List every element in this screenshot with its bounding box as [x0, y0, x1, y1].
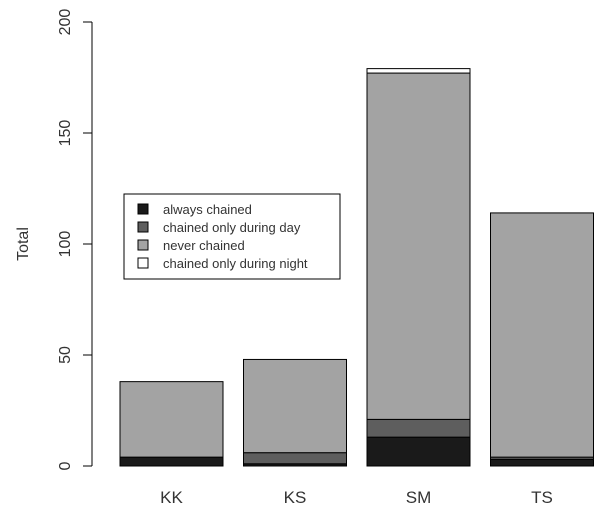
- legend-label: chained only during day: [163, 220, 301, 235]
- bar-segment: [490, 458, 594, 467]
- legend: always chained chained only during day nev…: [123, 193, 341, 280]
- bar-segment: [243, 452, 347, 465]
- bar-segment: [119, 456, 224, 467]
- y-tick-label: 200: [57, 9, 74, 36]
- bar-segment: [366, 418, 471, 438]
- legend-swatch: [137, 239, 149, 251]
- y-tick-label: 50: [57, 346, 74, 364]
- bar-segment: [366, 72, 471, 420]
- legend-swatch: [137, 203, 149, 215]
- legend-swatch: [137, 257, 149, 269]
- x-category-label: TS: [531, 488, 553, 507]
- y-tick-label: 150: [57, 120, 74, 147]
- y-axis-title: Total: [15, 227, 32, 261]
- legend-label: never chained: [163, 238, 245, 253]
- x-category-label: KK: [160, 488, 183, 507]
- legend-items: always chained chained only during day nev…: [137, 202, 308, 271]
- legend-swatch: [137, 221, 149, 233]
- legend-label: chained only during night: [163, 256, 308, 271]
- bar-segment: [119, 381, 224, 458]
- y-tick-label: 0: [57, 461, 74, 470]
- x-category-label: KS: [284, 488, 307, 507]
- bars: [119, 68, 594, 467]
- legend-label: always chained: [163, 202, 252, 217]
- y-axis: 0 50 100 150 200: [57, 9, 93, 470]
- x-axis-labels: KK KS SM TS: [160, 488, 553, 507]
- bar-segment: [366, 436, 471, 467]
- legend-box: [123, 193, 341, 280]
- bar-segment: [243, 358, 347, 454]
- bar-segment: [490, 212, 594, 458]
- bar-segment: [366, 68, 471, 74]
- x-category-label: SM: [406, 488, 432, 507]
- y-tick-label: 100: [57, 231, 74, 258]
